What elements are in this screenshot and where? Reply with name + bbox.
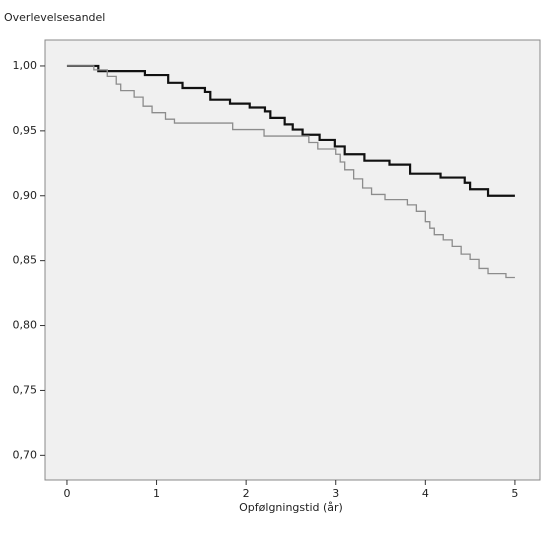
y-tick-label: 0,70 [13,448,38,461]
y-tick-label: 1,00 [13,59,38,72]
y-tick-label: 0,95 [13,124,38,137]
x-tick-label: 0 [63,487,70,500]
x-tick-label: 4 [422,487,429,500]
x-tick-label: 1 [153,487,160,500]
x-tick-label: 2 [243,487,250,500]
survival-curve [66,64,515,197]
plot-area [44,39,541,481]
x-axis-title: Opfølgningstid (år) [239,501,343,514]
x-tick-label: 5 [511,487,518,500]
x-tick-label: 3 [332,487,339,500]
survival-curve [66,65,515,279]
y-axis-title: Overlevelsesandel [4,11,105,24]
y-tick-label: 0,85 [13,254,38,267]
y-tick-label: 0,80 [13,319,38,332]
y-tick-label: 0,75 [13,383,38,396]
y-tick-label: 0,90 [13,189,38,202]
